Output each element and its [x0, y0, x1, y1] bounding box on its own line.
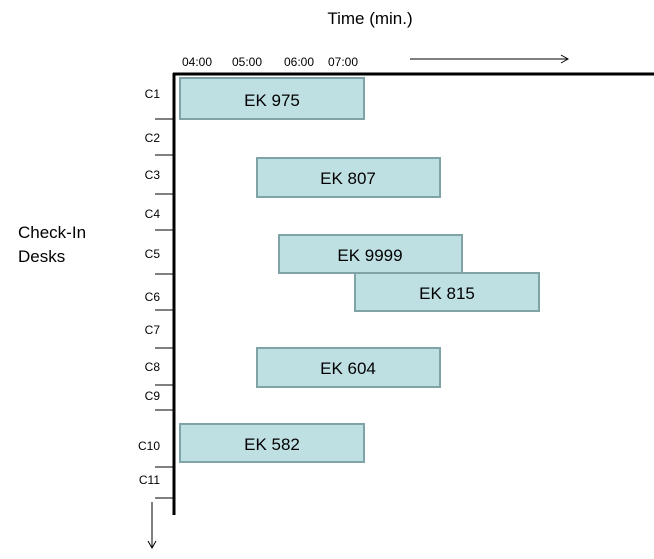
flight-bar-ek9999-label: EK 9999	[337, 246, 402, 265]
desk-tick-marks	[155, 118, 174, 499]
time-tick-0600: 06:00	[284, 55, 314, 69]
flight-bar-ek975-rect	[179, 77, 365, 120]
desk-label-c8: C8	[145, 360, 161, 374]
flight-bar-ek582-label: EK 582	[244, 435, 300, 454]
desk-label-c10: C10	[138, 439, 160, 453]
desk-label-c11: C11	[139, 473, 160, 487]
desk-direction-arrow	[147, 502, 157, 550]
flight-bar-ek815-rect	[354, 272, 540, 312]
time-tick-0400: 04:00	[182, 55, 212, 69]
time-ticks: 04:00 05:00 06:00 07:00	[182, 55, 358, 69]
flight-bar-ek975: EK 975	[179, 77, 365, 120]
desk-label-c6: C6	[145, 290, 161, 304]
flight-bar-ek815-label: EK 815	[419, 284, 475, 303]
flight-bar-ek9999: EK 9999	[278, 234, 463, 274]
flight-bar-ek604: EK 604	[256, 347, 441, 388]
time-tick-0500: 05:00	[232, 55, 262, 69]
desk-label-c1: C1	[145, 87, 161, 101]
desk-label-c4: C4	[145, 207, 161, 221]
y-axis-label-line2: Desks	[18, 247, 65, 266]
diagram-title: Time (min.)	[327, 9, 412, 28]
flight-bar-ek604-rect	[256, 347, 441, 388]
desk-label-c3: C3	[145, 168, 161, 182]
y-axis-label-line1: Check-In	[18, 223, 86, 242]
flight-bar-ek807-label: EK 807	[320, 169, 376, 188]
desk-label-c5: C5	[145, 247, 161, 261]
flight-bar-ek582: EK 582	[179, 423, 365, 463]
time-direction-arrow	[410, 54, 570, 64]
flight-bar-ek604-label: EK 604	[320, 359, 376, 378]
desk-label-c9: C9	[145, 389, 161, 403]
flight-bar-ek9999-rect	[278, 234, 463, 274]
desk-label-c7: C7	[145, 323, 161, 337]
flight-bar-ek815: EK 815	[354, 272, 540, 312]
desk-label-c2: C2	[145, 131, 161, 145]
desk-labels: C1 C2 C3 C4 C5 C6 C7 C8 C9 C10 C11	[138, 87, 160, 487]
time-tick-0700: 07:00	[328, 55, 358, 69]
flight-bar-ek807-rect	[256, 157, 441, 198]
flight-bar-ek975-label: EK 975	[244, 91, 300, 110]
flight-bar-ek582-rect	[179, 423, 365, 463]
flight-bar-ek807: EK 807	[256, 157, 441, 198]
